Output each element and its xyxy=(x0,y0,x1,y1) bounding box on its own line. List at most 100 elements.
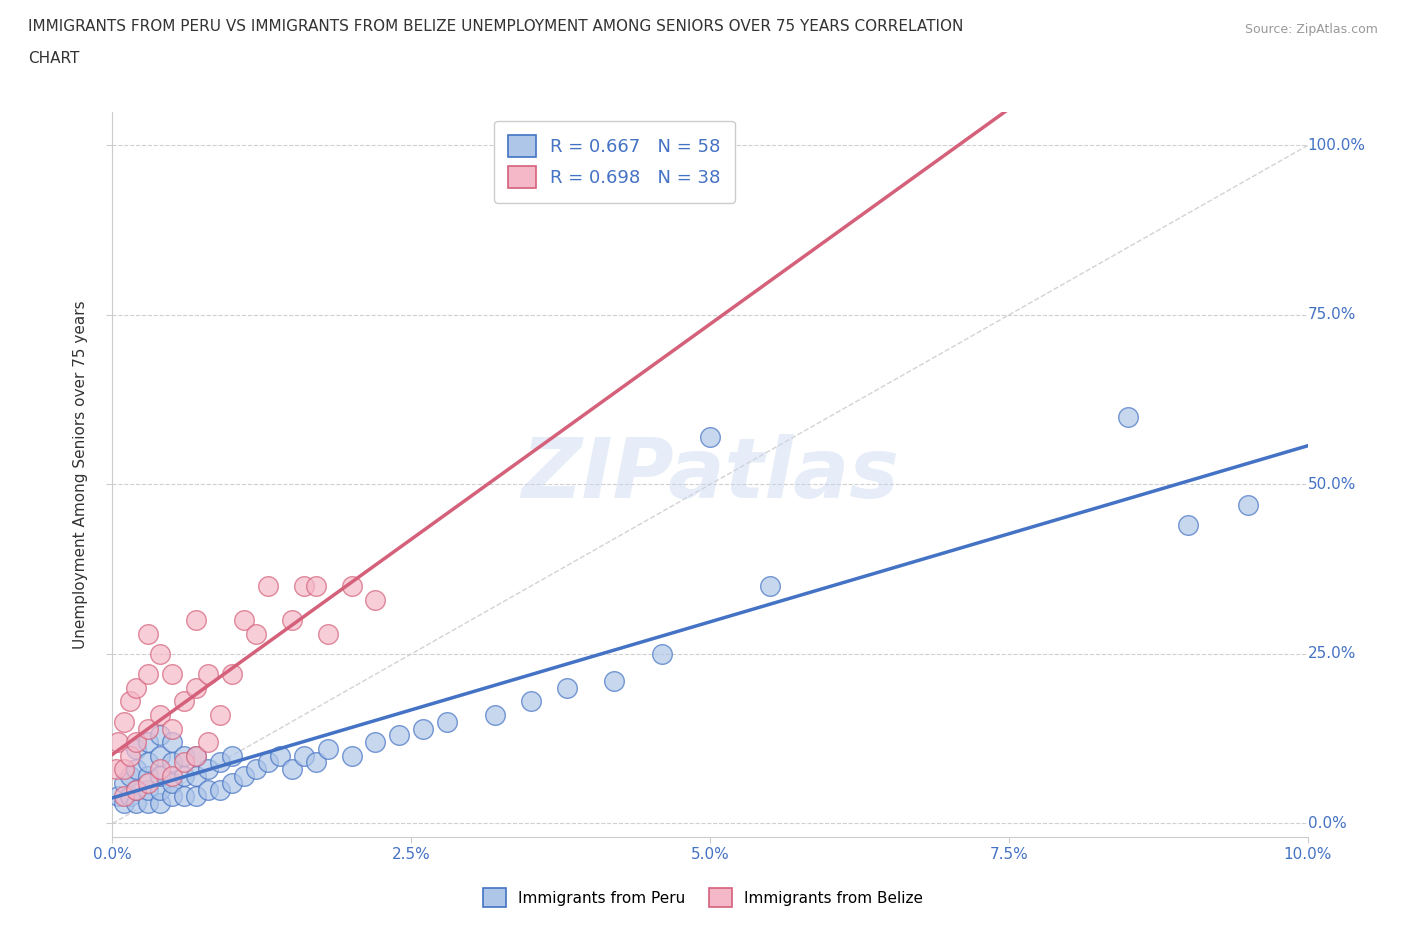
Point xyxy=(162,755,183,770)
Point xyxy=(603,673,626,688)
Point xyxy=(412,721,434,736)
Point xyxy=(149,762,172,777)
Legend: Immigrants from Peru, Immigrants from Belize: Immigrants from Peru, Immigrants from Be… xyxy=(477,883,929,913)
Point xyxy=(651,646,673,661)
Point xyxy=(105,762,128,777)
Point xyxy=(186,749,208,764)
Point xyxy=(281,613,304,628)
Point xyxy=(221,749,243,764)
Point xyxy=(162,721,183,736)
Point xyxy=(114,776,135,790)
Point xyxy=(107,735,129,750)
Point xyxy=(120,749,142,764)
Point xyxy=(186,768,208,783)
Point xyxy=(699,430,721,445)
Point xyxy=(114,762,135,777)
Point xyxy=(149,749,172,764)
Point xyxy=(138,796,160,811)
Point xyxy=(209,782,232,797)
Point xyxy=(281,762,304,777)
Point xyxy=(364,735,387,750)
Point xyxy=(138,667,160,682)
Point xyxy=(221,776,243,790)
Point xyxy=(162,667,183,682)
Point xyxy=(221,667,243,682)
Point xyxy=(125,681,148,696)
Point xyxy=(125,782,148,797)
Point xyxy=(149,768,172,783)
Point xyxy=(173,694,195,709)
Text: 75.0%: 75.0% xyxy=(1308,308,1355,323)
Point xyxy=(186,749,208,764)
Point xyxy=(316,741,339,756)
Point xyxy=(149,782,172,797)
Point xyxy=(138,755,160,770)
Point xyxy=(162,776,183,790)
Point xyxy=(120,694,142,709)
Point xyxy=(149,646,172,661)
Point xyxy=(186,613,208,628)
Point xyxy=(233,613,256,628)
Point xyxy=(138,776,160,790)
Point xyxy=(233,768,256,783)
Point xyxy=(107,789,129,804)
Point xyxy=(197,667,219,682)
Point xyxy=(173,749,195,764)
Point xyxy=(257,578,280,593)
Point xyxy=(186,789,208,804)
Point xyxy=(162,789,183,804)
Point xyxy=(209,708,232,723)
Point xyxy=(197,735,219,750)
Point xyxy=(138,768,160,783)
Text: 25.0%: 25.0% xyxy=(1308,646,1355,661)
Point xyxy=(197,782,219,797)
Point xyxy=(138,721,160,736)
Point xyxy=(114,796,135,811)
Point xyxy=(245,762,267,777)
Point xyxy=(162,735,183,750)
Point xyxy=(114,714,135,729)
Point xyxy=(173,768,195,783)
Point xyxy=(138,626,160,641)
Point xyxy=(257,755,280,770)
Point xyxy=(125,782,148,797)
Text: 100.0%: 100.0% xyxy=(1308,138,1365,153)
Point xyxy=(484,708,506,723)
Point xyxy=(162,768,183,783)
Point xyxy=(759,578,782,593)
Point xyxy=(197,762,219,777)
Point xyxy=(186,681,208,696)
Point xyxy=(149,796,172,811)
Point xyxy=(149,708,172,723)
Point xyxy=(1118,409,1140,424)
Point xyxy=(1177,518,1199,533)
Point xyxy=(120,789,142,804)
Point xyxy=(305,755,328,770)
Point xyxy=(305,578,328,593)
Point xyxy=(125,735,148,750)
Point xyxy=(149,728,172,743)
Text: 50.0%: 50.0% xyxy=(1308,477,1355,492)
Point xyxy=(316,626,339,641)
Point xyxy=(364,592,387,607)
Point xyxy=(340,749,363,764)
Point xyxy=(173,789,195,804)
Text: Source: ZipAtlas.com: Source: ZipAtlas.com xyxy=(1244,23,1378,36)
Point xyxy=(138,782,160,797)
Text: CHART: CHART xyxy=(28,51,80,66)
Point xyxy=(245,626,267,641)
Text: ZIPatlas: ZIPatlas xyxy=(522,433,898,515)
Point xyxy=(209,755,232,770)
Point xyxy=(292,749,315,764)
Point xyxy=(269,749,291,764)
Point xyxy=(138,735,160,750)
Point xyxy=(125,796,148,811)
Text: 0.0%: 0.0% xyxy=(1308,816,1347,830)
Point xyxy=(125,762,148,777)
Point xyxy=(120,768,142,783)
Text: IMMIGRANTS FROM PERU VS IMMIGRANTS FROM BELIZE UNEMPLOYMENT AMONG SENIORS OVER 7: IMMIGRANTS FROM PERU VS IMMIGRANTS FROM … xyxy=(28,19,963,33)
Point xyxy=(436,714,458,729)
Point xyxy=(173,755,195,770)
Point xyxy=(520,694,543,709)
Legend: R = 0.667   N = 58, R = 0.698   N = 38: R = 0.667 N = 58, R = 0.698 N = 38 xyxy=(494,121,735,203)
